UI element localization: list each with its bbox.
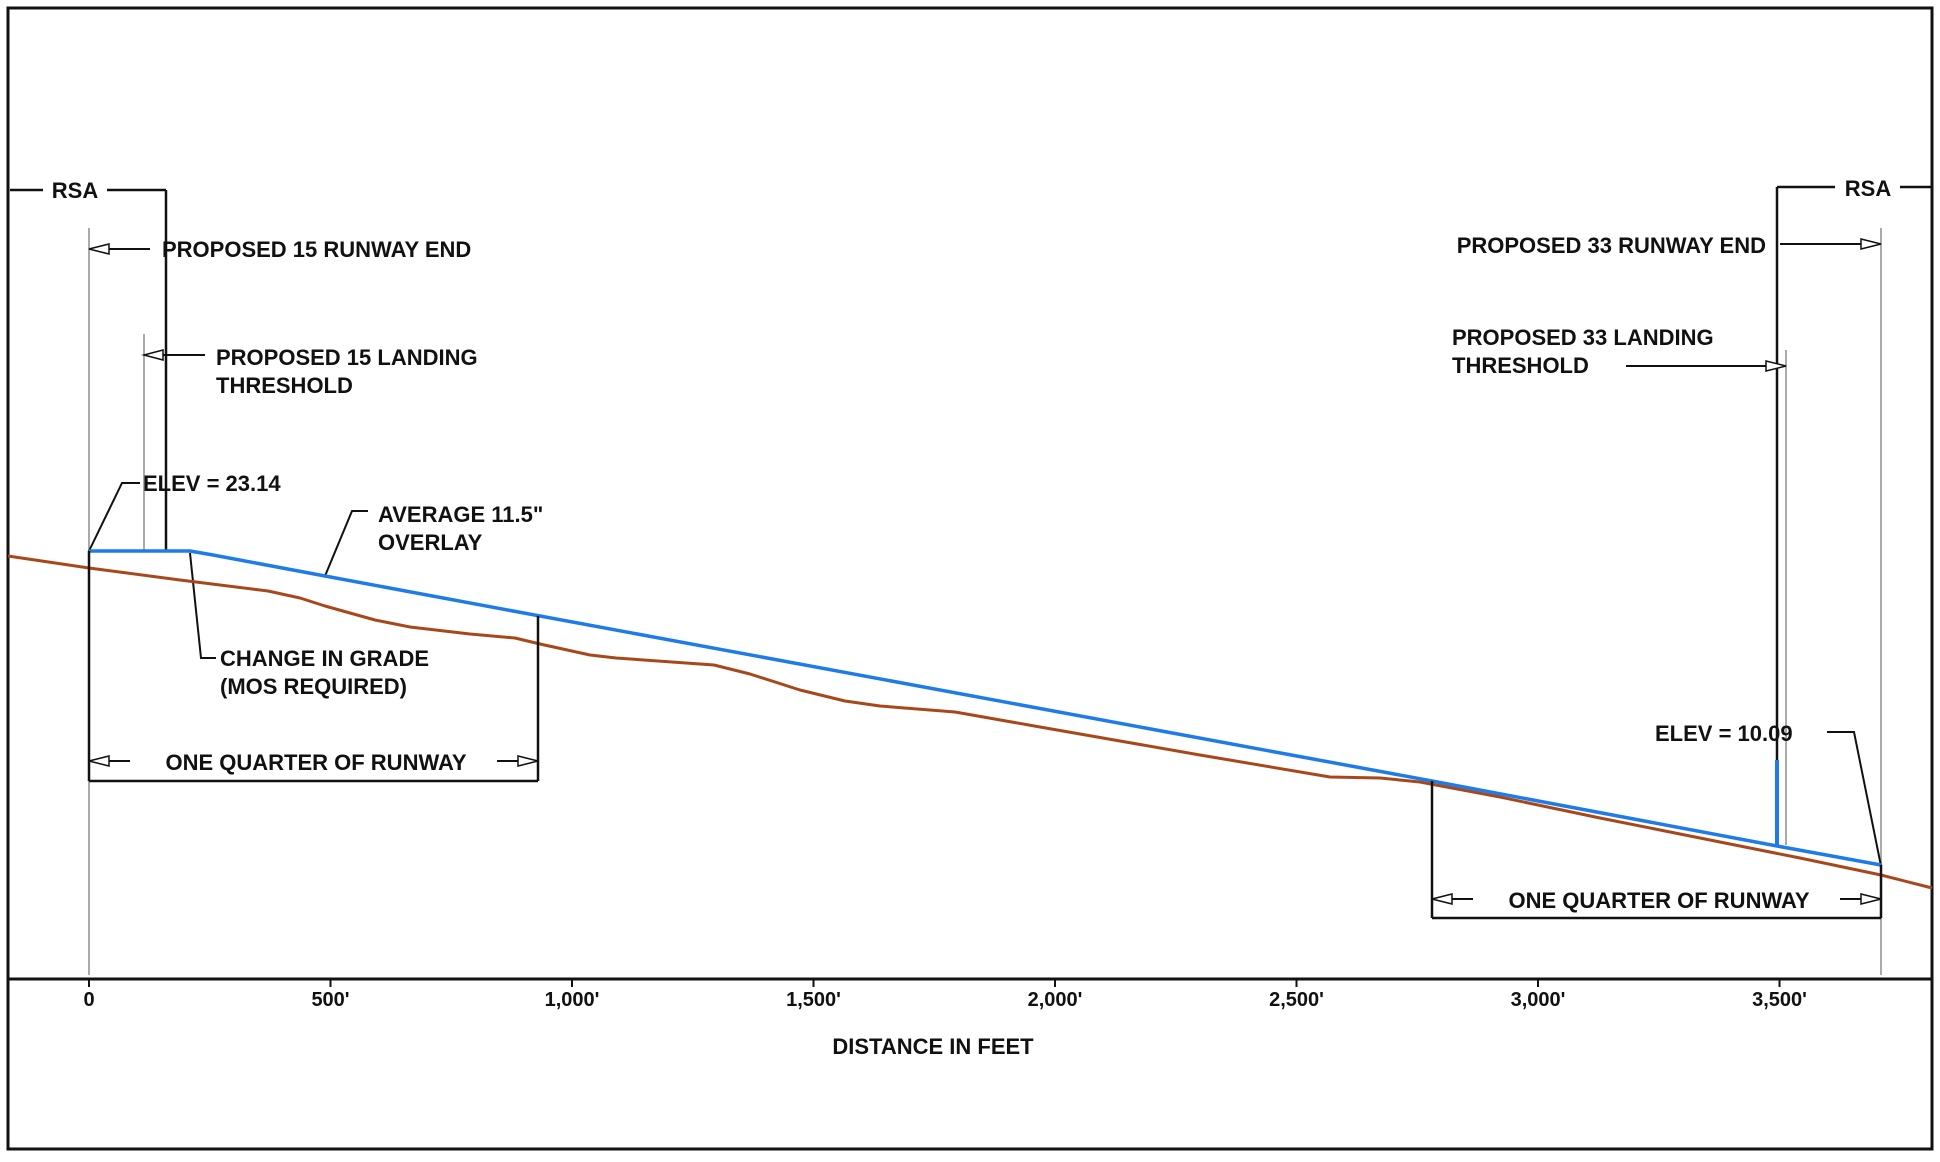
quarter-right-label: ONE QUARTER OF RUNWAY bbox=[1508, 888, 1809, 913]
quarter-left-label: ONE QUARTER OF RUNWAY bbox=[165, 750, 466, 775]
threshold15-label-line2: THRESHOLD bbox=[216, 373, 353, 398]
elev-right-leader bbox=[1827, 731, 1882, 867]
quarter-right-arrow-right bbox=[1860, 893, 1882, 905]
overlay-leader bbox=[324, 510, 368, 577]
overlay-label-line1: AVERAGE 11.5" bbox=[378, 502, 543, 527]
drawing-frame bbox=[6, 6, 1934, 1151]
proposed-overlay-profile bbox=[89, 549, 1882, 867]
rsa-right-label: RSA bbox=[1845, 176, 1892, 201]
elev-left-leader bbox=[88, 482, 140, 552]
x-tick-label: 500' bbox=[311, 989, 349, 1011]
x-axis-ticks bbox=[88, 979, 1781, 987]
x-tick-label: 2,000' bbox=[1028, 989, 1083, 1011]
elev-right-label: ELEV = 10.09 bbox=[1655, 721, 1793, 746]
runway33-end-label: PROPOSED 33 RUNWAY END bbox=[1457, 233, 1766, 258]
x-axis-tick-labels: 0 500' 1,000' 1,500' 2,000' 2,500' 3,000' 3,500… bbox=[83, 989, 1807, 1011]
existing-grade-profile bbox=[7, 554, 1933, 890]
x-tick-label: 2,500' bbox=[1269, 989, 1324, 1011]
quarter-left-arrow-left bbox=[88, 755, 110, 767]
change-in-grade-leader bbox=[189, 552, 216, 659]
threshold33-arrowhead bbox=[1765, 360, 1787, 372]
x-axis-title: DISTANCE IN FEET bbox=[832, 1034, 1034, 1059]
change-in-grade-label-line1: CHANGE IN GRADE bbox=[220, 646, 429, 671]
x-tick-label: 0 bbox=[83, 989, 94, 1011]
rsa-left-label: RSA bbox=[52, 178, 99, 203]
threshold33-label-line2: THRESHOLD bbox=[1452, 353, 1589, 378]
x-tick-label: 3,000' bbox=[1511, 989, 1566, 1011]
quarter-left-arrow-right bbox=[517, 755, 539, 767]
threshold15-label-line1: PROPOSED 15 LANDING bbox=[216, 345, 478, 370]
x-tick-label: 1,000' bbox=[545, 989, 600, 1011]
elev-left-label: ELEV = 23.14 bbox=[143, 471, 281, 496]
change-in-grade-label-line2: (MOS REQUIRED) bbox=[220, 674, 407, 699]
runway15-end-arrowhead bbox=[88, 243, 110, 255]
runway33-end-arrowhead bbox=[1860, 238, 1882, 250]
threshold15-arrowhead bbox=[141, 349, 164, 361]
overlay-label-line2: OVERLAY bbox=[378, 530, 483, 555]
runway15-end-label: PROPOSED 15 RUNWAY END bbox=[162, 237, 471, 262]
x-tick-label: 3,500' bbox=[1752, 989, 1807, 1011]
x-tick-label: 1,500' bbox=[786, 989, 841, 1011]
quarter-right-arrow-left bbox=[1431, 893, 1453, 905]
threshold33-label-line1: PROPOSED 33 LANDING bbox=[1452, 325, 1714, 350]
